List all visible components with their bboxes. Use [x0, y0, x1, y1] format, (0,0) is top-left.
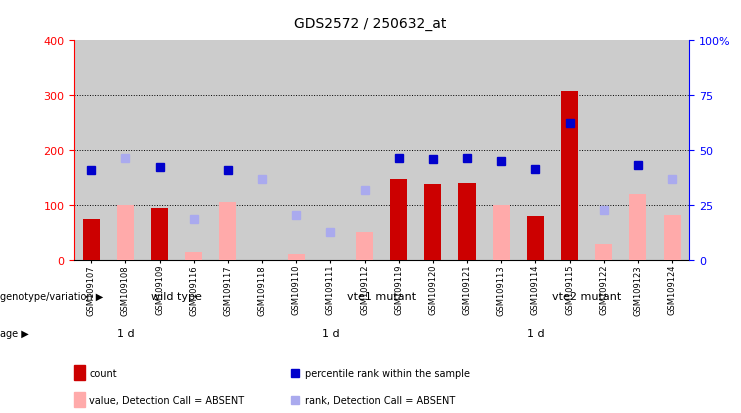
Text: GDS2572 / 250632_at: GDS2572 / 250632_at	[294, 17, 447, 31]
Text: vte2 mutant: vte2 mutant	[552, 291, 621, 301]
Text: count: count	[90, 368, 117, 378]
Text: 1 d: 1 d	[322, 328, 339, 339]
Text: age ▶: age ▶	[0, 328, 29, 339]
Text: 3 d: 3 d	[629, 328, 647, 339]
Text: percentile rank within the sample: percentile rank within the sample	[305, 368, 470, 378]
Bar	[425, 185, 442, 260]
Bar	[663, 215, 680, 260]
Text: wild type: wild type	[151, 291, 202, 301]
Text: 3 d: 3 d	[424, 328, 442, 339]
Bar	[83, 219, 100, 260]
Bar	[185, 252, 202, 260]
Text: vte1 mutant: vte1 mutant	[347, 291, 416, 301]
Bar	[356, 233, 373, 260]
Bar	[74, 366, 85, 380]
Text: 3 d: 3 d	[219, 328, 236, 339]
Bar	[151, 208, 168, 260]
Text: 1 d: 1 d	[116, 328, 134, 339]
Bar	[493, 206, 510, 260]
Text: value, Detection Call = ABSENT: value, Detection Call = ABSENT	[90, 395, 245, 405]
Bar	[74, 392, 85, 407]
Bar	[117, 206, 134, 260]
Bar	[527, 216, 544, 260]
Bar	[288, 255, 305, 260]
Bar	[391, 179, 408, 260]
Text: 1 d: 1 d	[527, 328, 544, 339]
Bar	[595, 245, 612, 260]
Text: genotype/variation ▶: genotype/variation ▶	[0, 291, 103, 301]
Bar	[219, 203, 236, 260]
Text: rank, Detection Call = ABSENT: rank, Detection Call = ABSENT	[305, 395, 455, 405]
Bar	[459, 183, 476, 260]
Bar	[629, 195, 646, 260]
Bar	[561, 92, 578, 260]
